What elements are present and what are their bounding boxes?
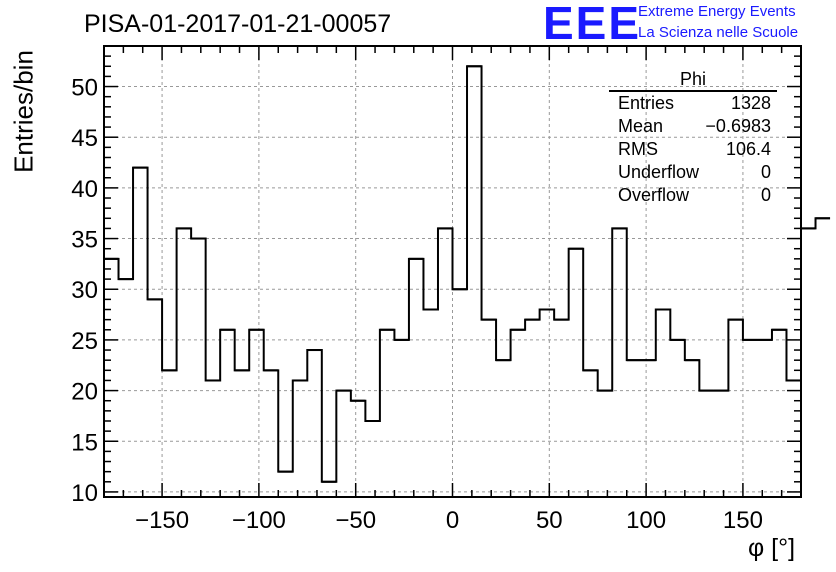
stats-label: Mean	[618, 116, 664, 136]
histogram-bins	[104, 65, 831, 483]
stats-row-entries: Entries 1328	[609, 92, 777, 115]
x-tick-label: 0	[446, 507, 459, 534]
x-tick-label: 150	[723, 507, 763, 534]
stats-label: Overflow	[618, 185, 690, 205]
stats-box: Phi Entries 1328 Mean −0.6983 RMS 106.4 …	[609, 68, 777, 207]
y-tick-label: 45	[71, 125, 98, 152]
stats-value: 1328	[730, 93, 771, 113]
stats-value: 106.4	[725, 139, 771, 159]
stats-row-rms: RMS 106.4	[609, 138, 777, 161]
stats-box-name: Phi	[609, 68, 777, 92]
stats-value: −0.6983	[705, 116, 771, 136]
stats-value: 0	[760, 162, 771, 182]
stats-label: RMS	[618, 139, 658, 159]
stats-value: 0	[760, 185, 771, 205]
stats-row-mean: Mean −0.6983	[609, 115, 777, 138]
x-tick-label: −150	[135, 507, 189, 534]
stats-label: Underflow	[618, 162, 700, 182]
x-tick-label: 100	[626, 507, 666, 534]
x-tick-label: −50	[335, 507, 376, 534]
logo-line-1: Extreme Energy Events	[638, 3, 796, 20]
y-tick-label: 35	[71, 227, 98, 254]
stats-row-underflow: Underflow 0	[609, 161, 777, 184]
axis-ticks	[103, 45, 802, 497]
y-tick-label: 20	[71, 379, 98, 406]
x-axis-label: φ [°]	[748, 534, 796, 562]
chart-title: PISA-01-2017-01-21-00057	[84, 10, 392, 38]
plot-frame	[103, 45, 802, 498]
x-tick-label: −100	[232, 507, 286, 534]
x-tick-label: 50	[536, 507, 563, 534]
stats-label: Entries	[618, 93, 675, 113]
stats-row-overflow: Overflow 0	[609, 184, 777, 207]
y-tick-label: 10	[71, 480, 98, 507]
y-tick-label: 15	[71, 429, 98, 456]
logo-line-2: La Scienza nelle Scuole	[638, 24, 799, 41]
eee-logo: EEE	[543, 0, 642, 49]
y-tick-label: 25	[71, 328, 98, 355]
y-axis-label: Entries/bin	[8, 50, 39, 173]
histogram-outline	[104, 65, 831, 483]
tick-labels: −150 −100 −50 0 50 100 150 10 15 20 25 30 35 40 45 50	[71, 75, 763, 534]
y-tick-label: 50	[71, 75, 98, 102]
y-tick-label: 30	[71, 277, 98, 304]
y-tick-label: 40	[71, 176, 98, 203]
